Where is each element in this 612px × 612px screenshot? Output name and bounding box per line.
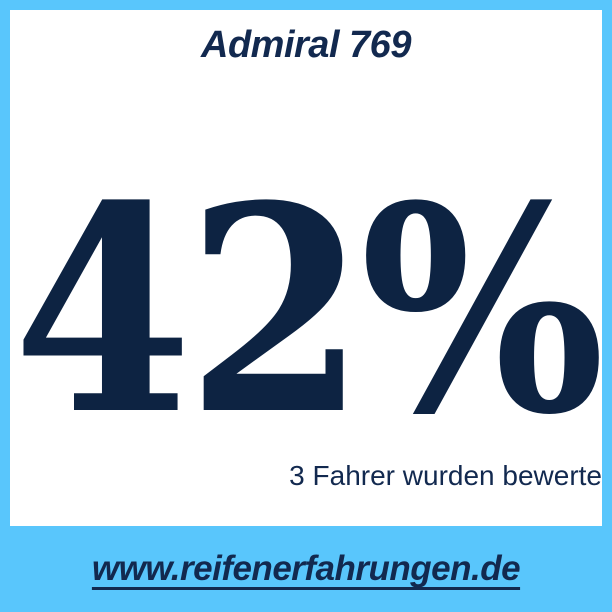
page-title: Admiral 769 [201, 24, 411, 66]
footer-bar: www.reifenerfahrungen.de [10, 526, 602, 612]
stat-subtext: 3 Fahrer wurden bewerte [289, 460, 602, 491]
footer-link[interactable]: www.reifenerfahrungen.de [91, 549, 521, 588]
stat-value: 42% [12, 143, 602, 478]
